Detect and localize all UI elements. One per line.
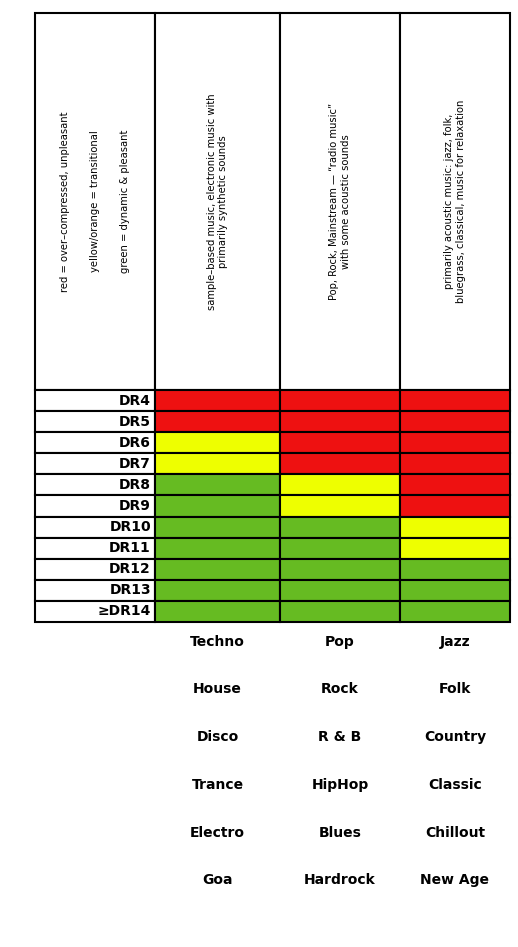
Bar	[400, 516, 510, 538]
Bar	[155, 13, 280, 390]
Bar	[400, 559, 510, 580]
Bar	[155, 390, 280, 411]
Bar	[280, 432, 400, 454]
Bar	[400, 538, 510, 559]
Text: primarily acoustic music: jazz, folk,
bluegrass, classical, music for relaxation: primarily acoustic music: jazz, folk, bl…	[444, 99, 466, 303]
Bar	[155, 580, 280, 601]
Bar	[400, 580, 510, 601]
Text: DR8: DR8	[119, 478, 151, 491]
Bar	[280, 390, 400, 411]
Bar	[35, 411, 155, 432]
Text: Pop: Pop	[325, 634, 355, 649]
Text: Disco: Disco	[196, 730, 239, 744]
Text: Trance: Trance	[192, 777, 243, 792]
Bar	[280, 538, 400, 559]
Bar	[280, 516, 400, 538]
Bar	[35, 538, 155, 559]
Bar	[280, 411, 400, 432]
Bar	[35, 580, 155, 601]
Bar	[155, 559, 280, 580]
Bar	[35, 390, 155, 411]
Bar	[280, 495, 400, 516]
Text: R & B: R & B	[319, 730, 362, 744]
Text: DR9: DR9	[119, 499, 151, 513]
Text: Classic: Classic	[428, 777, 482, 792]
Bar	[280, 559, 400, 580]
Text: sample–based music, electronic music with
primarily synthetic sounds: sample–based music, electronic music wit…	[207, 93, 228, 310]
Bar	[400, 495, 510, 516]
Text: Pop, Rock, Mainstream — “radio music”
with some acoustic sounds: Pop, Rock, Mainstream — “radio music” wi…	[329, 103, 351, 300]
Bar	[280, 13, 400, 390]
Text: Chillout: Chillout	[425, 826, 485, 840]
Text: DR12: DR12	[109, 563, 151, 577]
Bar	[35, 601, 155, 622]
Text: DR6: DR6	[119, 436, 151, 450]
Bar	[400, 13, 510, 390]
Text: Hardrock: Hardrock	[304, 873, 376, 887]
Text: Blues: Blues	[319, 826, 362, 840]
Text: DR10: DR10	[109, 520, 151, 534]
Text: Folk: Folk	[439, 683, 471, 696]
Text: Electro: Electro	[190, 826, 245, 840]
Text: Rock: Rock	[321, 683, 359, 696]
Bar	[35, 495, 155, 516]
Bar	[155, 474, 280, 495]
Text: DR7: DR7	[119, 456, 151, 471]
Bar	[280, 474, 400, 495]
Text: HipHop: HipHop	[311, 777, 369, 792]
Text: DR5: DR5	[119, 415, 151, 429]
Bar	[155, 601, 280, 622]
Bar	[400, 454, 510, 474]
Bar	[280, 580, 400, 601]
Bar	[155, 516, 280, 538]
Bar	[155, 495, 280, 516]
Bar	[35, 516, 155, 538]
Text: Goa: Goa	[202, 873, 233, 887]
Text: Jazz: Jazz	[440, 634, 470, 649]
Text: green = dynamic & pleasant: green = dynamic & pleasant	[120, 130, 130, 273]
Bar	[280, 601, 400, 622]
Text: House: House	[193, 683, 242, 696]
Bar	[35, 474, 155, 495]
Bar	[35, 432, 155, 454]
Text: ≥DR14: ≥DR14	[97, 604, 151, 618]
Bar	[400, 390, 510, 411]
Text: red = over–compressed, unpleasant: red = over–compressed, unpleasant	[60, 111, 70, 292]
Text: DR11: DR11	[109, 541, 151, 555]
Text: New Age: New Age	[421, 873, 490, 887]
Bar	[400, 411, 510, 432]
Bar	[35, 559, 155, 580]
Bar	[155, 411, 280, 432]
Bar	[400, 601, 510, 622]
Bar	[35, 454, 155, 474]
Text: DR4: DR4	[119, 394, 151, 407]
Text: DR13: DR13	[109, 583, 151, 598]
Bar	[155, 432, 280, 454]
Text: yellow/orange = transitional: yellow/orange = transitional	[90, 131, 100, 273]
Text: Country: Country	[424, 730, 486, 744]
Bar	[155, 538, 280, 559]
Bar	[35, 13, 155, 390]
Bar	[400, 432, 510, 454]
Text: Techno: Techno	[190, 634, 245, 649]
Bar	[400, 474, 510, 495]
Bar	[155, 454, 280, 474]
Bar	[280, 454, 400, 474]
